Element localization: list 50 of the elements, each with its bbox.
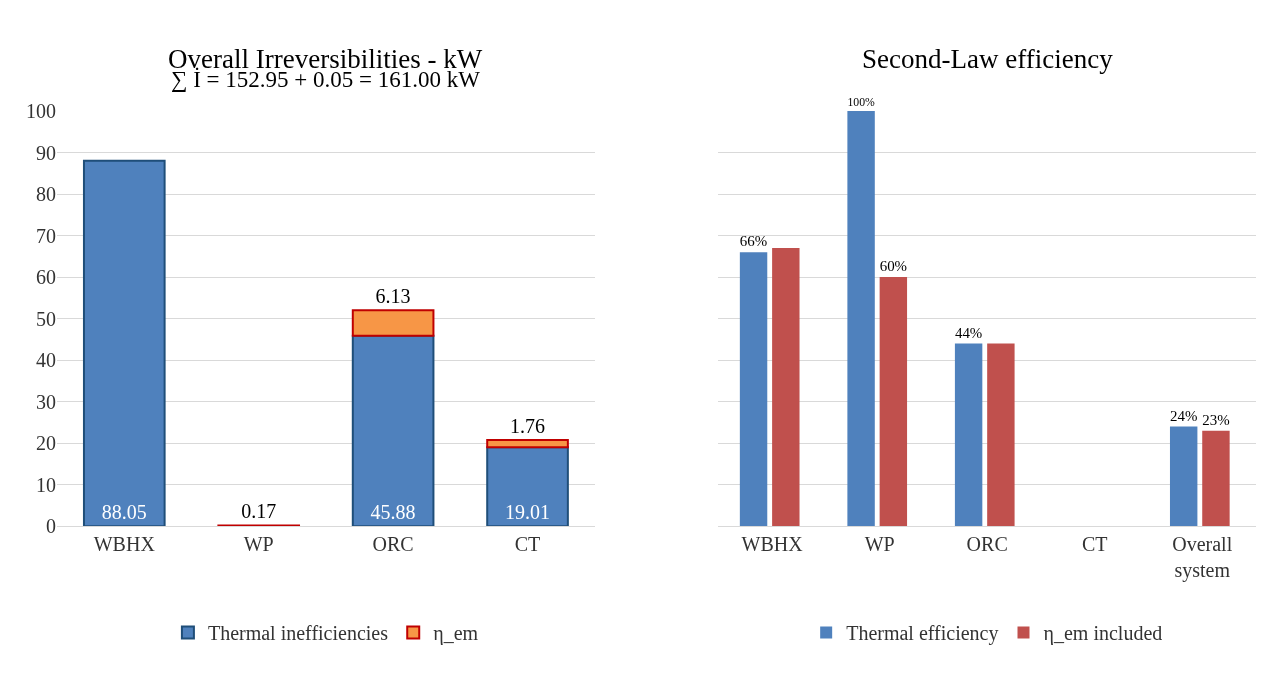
bar xyxy=(486,446,569,527)
y-tick-label: 70 xyxy=(36,224,57,247)
bar xyxy=(1169,426,1198,527)
x-tick-label: WBHX xyxy=(741,533,804,556)
y-tick-label: 0 xyxy=(46,515,57,538)
y-tick-label: 60 xyxy=(36,266,57,289)
x-tick-label: WP xyxy=(864,533,895,556)
data-label: 60% xyxy=(879,258,908,275)
y-tick-label: 40 xyxy=(36,349,57,372)
legend-label: η_em xyxy=(433,622,479,646)
y-tick-label: 90 xyxy=(36,141,57,164)
x-tick-label: ORC xyxy=(966,533,1008,556)
y-tick-label: 20 xyxy=(36,432,57,455)
bar xyxy=(351,334,435,527)
x-tick-label: CT xyxy=(514,533,541,556)
chart-title: Second-Law efficiency xyxy=(862,44,1114,74)
x-tick-label: Overall system xyxy=(1172,533,1233,583)
legend-label: Thermal inefficiencies xyxy=(207,622,389,645)
bar xyxy=(772,248,800,527)
bar xyxy=(847,111,875,527)
data-label: 1.76 xyxy=(510,414,546,437)
y-tick-label: 50 xyxy=(36,307,57,330)
data-label: 66% xyxy=(739,233,768,250)
y-tick-label: 30 xyxy=(36,390,57,413)
bar xyxy=(82,159,166,527)
bar xyxy=(987,343,1015,527)
bar xyxy=(739,252,768,527)
x-tick-label: WBHX xyxy=(93,533,156,556)
data-label: 23% xyxy=(1202,411,1230,428)
x-tick-label: WP xyxy=(243,533,274,556)
data-label: 45.88 xyxy=(370,501,416,524)
bar xyxy=(351,309,435,337)
data-label: 44% xyxy=(954,324,983,341)
data-label: 0.17 xyxy=(241,500,277,523)
bar xyxy=(486,438,569,449)
legend-label: η_em included xyxy=(1043,622,1163,646)
bar xyxy=(879,277,908,527)
data-label: 19.01 xyxy=(505,501,551,524)
data-label: 24% xyxy=(1169,407,1198,424)
legend-label: Thermal efficiency xyxy=(846,622,999,646)
data-label: 6.13 xyxy=(375,285,411,308)
data-label: 88.05 xyxy=(101,501,147,524)
y-tick-label: 10 xyxy=(36,473,57,496)
x-tick-label: ORC xyxy=(372,533,414,556)
y-tick-label: 80 xyxy=(36,183,57,206)
bar xyxy=(954,343,983,527)
x-tick-label: CT xyxy=(1081,533,1108,556)
data-label: 100% xyxy=(847,95,875,109)
y-tick-label: 100 xyxy=(26,100,57,123)
bar xyxy=(1202,430,1230,527)
